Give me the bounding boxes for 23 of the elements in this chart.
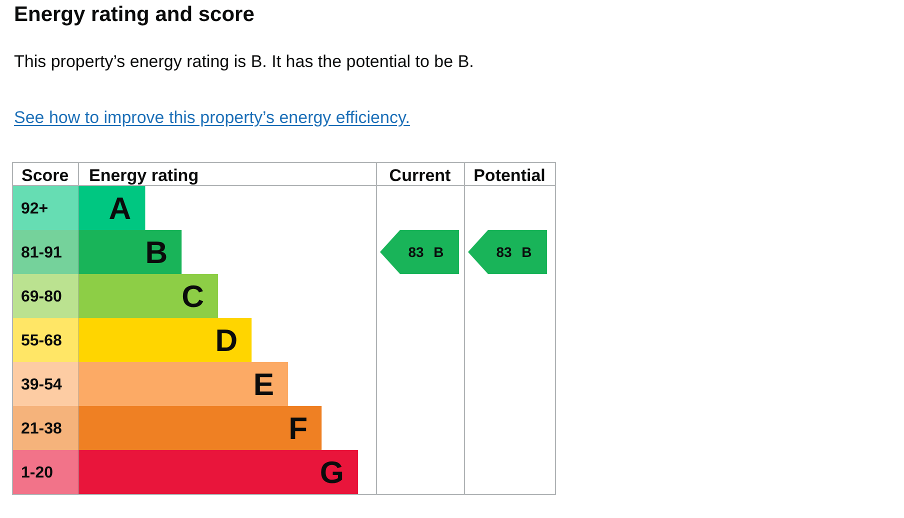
text: Potential: [472, 166, 546, 186]
y-tick-label: 1-20: [21, 464, 54, 482]
chart-title: Energy rating and score: [14, 3, 254, 26]
y2-tick-label: F: [288, 411, 308, 446]
y2-tick-label: B: [145, 235, 168, 270]
y-tick-label: 92+: [21, 200, 48, 218]
y-tick-label: 81-91: [21, 244, 62, 262]
y2-tick-label: G: [320, 455, 344, 490]
y-tick-label: 21-38: [21, 420, 62, 438]
text: 83 B: [496, 244, 532, 260]
text: See how to improve this property’s energy efficiency.: [14, 108, 410, 127]
y-tick-label: 55-68: [21, 332, 62, 350]
y-tick-label: 69-80: [21, 288, 62, 306]
text: 83 B: [408, 244, 444, 260]
y2-tick-label: D: [215, 323, 238, 358]
y-axis-title: Score: [22, 166, 69, 186]
y-tick-label: 39-54: [21, 376, 62, 394]
chart-subtitle: This property’s energy rating is B. It has the potential to be B.: [14, 52, 474, 71]
text: Current: [388, 166, 452, 186]
x-axis-title: Energy rating: [89, 166, 199, 186]
y2-tick-label: C: [182, 279, 204, 314]
y2-tick-label: A: [108, 191, 132, 226]
y2-tick-label: E: [253, 367, 274, 402]
